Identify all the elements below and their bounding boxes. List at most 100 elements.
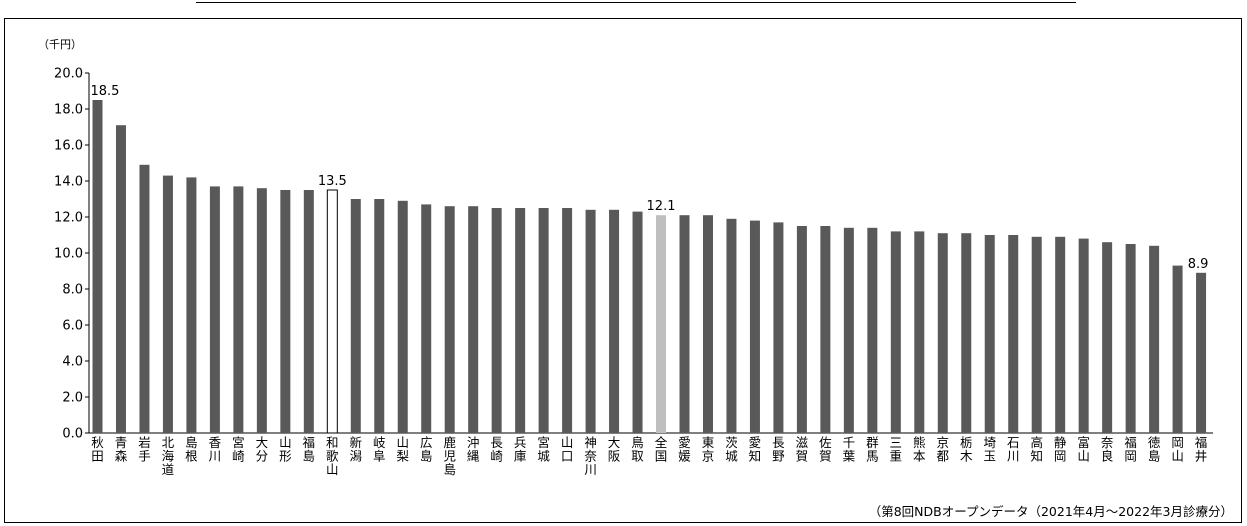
x-category-label: 福 <box>303 435 316 450</box>
x-category-label: 山 <box>1171 449 1184 464</box>
data-label-全国: 12.1 <box>647 199 676 214</box>
x-category-label: 島 <box>420 449 433 464</box>
x-category-label: 新 <box>350 435 363 450</box>
bar-沖縄 <box>468 206 479 433</box>
x-category-label: 城 <box>725 449 738 464</box>
bar-福井 <box>1196 272 1207 433</box>
x-category-label: 形 <box>279 449 292 464</box>
y-tick-label: 10.0 <box>54 247 83 262</box>
x-category-label: 手 <box>138 449 151 464</box>
bar-愛知 <box>749 220 760 433</box>
bar-山口 <box>562 208 573 433</box>
x-category-label: 鳥 <box>631 435 644 450</box>
x-category-label: 道 <box>162 462 175 477</box>
bar-山形 <box>280 190 291 433</box>
bar-鹿児島 <box>444 206 455 433</box>
bar-宮城 <box>538 208 549 433</box>
bar-石川 <box>1008 235 1019 433</box>
x-category-label: 川 <box>584 462 597 477</box>
x-category-label: 奈 <box>584 449 597 464</box>
x-category-label: 知 <box>749 449 762 464</box>
bar-岐阜 <box>374 199 385 433</box>
bar-大阪 <box>609 209 620 433</box>
bar-北海道 <box>162 175 173 433</box>
bar-秋田 <box>92 100 103 433</box>
x-category-label: 青 <box>115 435 128 450</box>
x-category-label: 東 <box>702 435 715 450</box>
x-category-label: 阜 <box>373 449 386 464</box>
bar-奈良 <box>1102 242 1113 433</box>
x-category-label: 徳 <box>1148 435 1161 450</box>
x-category-label: 香 <box>209 435 222 450</box>
x-category-label: 城 <box>537 449 550 464</box>
x-category-label: 根 <box>185 449 198 464</box>
bar-熊本 <box>914 231 925 433</box>
bar-宮崎 <box>233 186 244 433</box>
x-category-label: 島 <box>303 449 316 464</box>
bar-山梨 <box>397 200 408 433</box>
bar-福岡 <box>1125 244 1136 433</box>
chart-frame <box>4 18 1242 523</box>
x-category-label: 岡 <box>1124 449 1137 464</box>
x-category-label: 歌 <box>326 449 339 464</box>
bar-愛媛 <box>679 215 690 433</box>
bar-東京 <box>702 215 713 433</box>
x-category-label: 山 <box>326 462 339 477</box>
x-category-label: 茨 <box>725 435 738 450</box>
x-category-label: 高 <box>1030 435 1043 450</box>
x-category-label: 長 <box>772 435 785 450</box>
bar-三重 <box>890 231 901 433</box>
x-category-label: 岩 <box>138 435 151 450</box>
x-category-label: 大 <box>608 435 621 450</box>
bar-京都 <box>937 233 948 433</box>
y-tick-label: 12.0 <box>54 211 83 226</box>
x-category-label: 富 <box>1077 435 1090 450</box>
data-label-和歌山: 13.5 <box>318 174 347 189</box>
x-category-label: 良 <box>1101 449 1114 464</box>
x-category-label: 森 <box>115 449 128 464</box>
x-category-label: 梨 <box>396 449 409 464</box>
x-category-label: 潟 <box>350 449 363 464</box>
bar-神奈川 <box>585 209 596 433</box>
x-category-label: 田 <box>91 449 104 464</box>
bar-静岡 <box>1055 236 1066 433</box>
x-category-label: 山 <box>279 435 292 450</box>
x-category-label: 島 <box>185 435 198 450</box>
x-category-label: 群 <box>866 435 879 450</box>
bar-鳥取 <box>632 211 643 433</box>
bar-富山 <box>1078 238 1089 433</box>
x-category-label: 京 <box>937 435 950 450</box>
x-category-label: 川 <box>209 449 222 464</box>
x-category-label: 宮 <box>232 435 245 450</box>
x-category-label: 馬 <box>866 449 879 464</box>
x-category-label: 和 <box>326 435 339 450</box>
x-category-label: 児 <box>443 449 456 464</box>
bar-全国 <box>656 215 667 433</box>
x-category-label: 野 <box>772 449 785 464</box>
x-category-label: 京 <box>702 449 715 464</box>
x-category-label: 全 <box>655 435 668 450</box>
x-category-label: 島 <box>443 462 456 477</box>
x-category-label: 大 <box>256 435 269 450</box>
x-category-label: 岡 <box>1054 449 1067 464</box>
x-category-label: 岡 <box>1171 435 1184 450</box>
x-category-label: 海 <box>162 449 175 464</box>
bar-岡山 <box>1172 265 1183 433</box>
x-category-label: 岐 <box>373 435 386 450</box>
bar-埼玉 <box>984 235 995 433</box>
x-category-label: 宮 <box>537 435 550 450</box>
top-rule <box>196 2 1076 3</box>
bar-長野 <box>773 222 784 433</box>
bar-広島 <box>421 204 432 433</box>
x-category-label: 鹿 <box>443 435 456 450</box>
bar-新潟 <box>350 199 361 433</box>
bar-佐賀 <box>820 226 831 433</box>
x-category-label: 井 <box>1195 449 1208 464</box>
x-category-label: 奈 <box>1101 435 1114 450</box>
x-category-label: 北 <box>162 435 175 450</box>
bar-徳島 <box>1149 245 1160 433</box>
x-category-label: 口 <box>561 449 574 464</box>
x-category-label: 都 <box>937 449 950 464</box>
x-category-label: 石 <box>1007 435 1020 450</box>
